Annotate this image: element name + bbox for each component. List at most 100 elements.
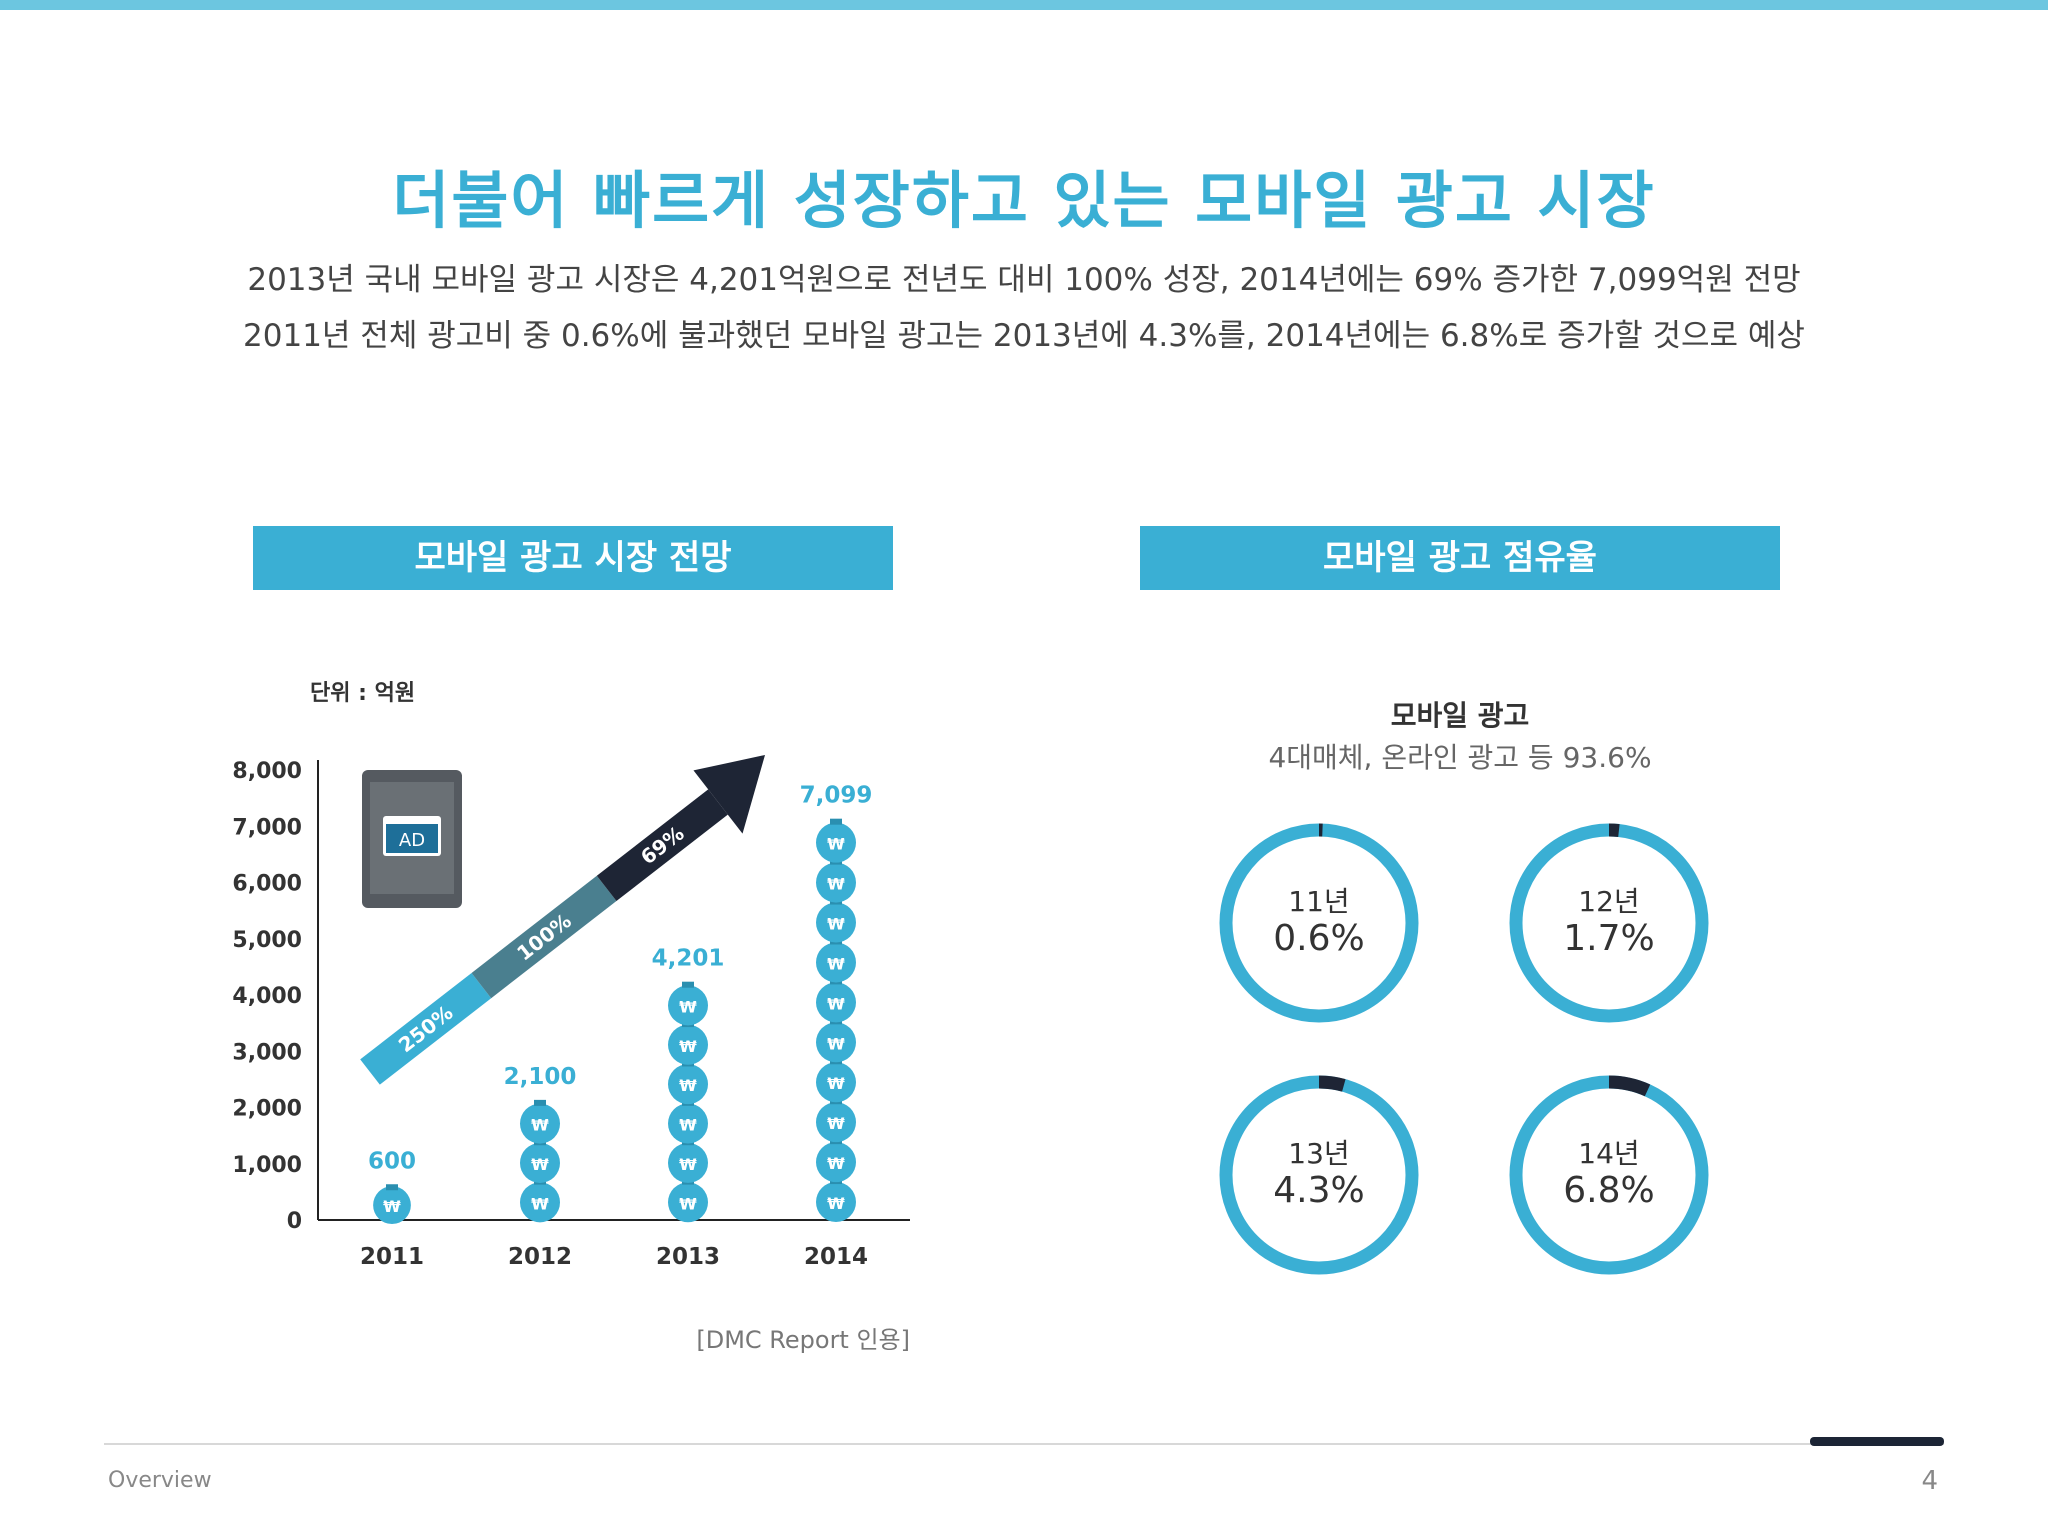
page-number: 4 (1921, 1466, 1938, 1496)
bar-2011: ₩ (373, 1184, 411, 1224)
donut-ring-svg (1219, 823, 1419, 1023)
money-bag (668, 985, 708, 1026)
currency-symbol: ₩ (679, 1037, 697, 1056)
donut-percent-label: 6.8% (1563, 1170, 1655, 1211)
money-bag (668, 1182, 708, 1223)
ad-box (386, 824, 438, 853)
currency-symbol: ₩ (679, 1194, 697, 1213)
growth-arrow-segment (360, 972, 492, 1085)
money-bag-neck (830, 818, 842, 825)
money-bag-neck (682, 981, 694, 988)
value-label-2011: 600 (368, 1148, 416, 1174)
money-bag (816, 942, 856, 983)
ad-label: AD (399, 830, 425, 851)
currency-symbol: ₩ (827, 1114, 845, 1133)
money-bag-neck (386, 1184, 398, 1191)
y-tick-label: 2,000 (232, 1097, 302, 1122)
unit-label: 단위 : 억원 (310, 681, 415, 706)
donut-ring-svg (1509, 823, 1709, 1023)
money-bag (520, 1182, 560, 1223)
money-bag (668, 1024, 708, 1065)
currency-symbol: ₩ (679, 1076, 697, 1095)
x-tick-label: 2013 (656, 1244, 720, 1270)
source-note: [DMC Report 인용] (696, 1326, 910, 1354)
share-donut-3: 13년 4.3% (1214, 1070, 1424, 1280)
currency-symbol: ₩ (679, 997, 697, 1016)
y-tick-label: 7,000 (232, 815, 302, 840)
currency-symbol: ₩ (827, 915, 845, 934)
donut-share-arc (1219, 1075, 1419, 1275)
money-bag (668, 1142, 708, 1183)
currency-symbol: ₩ (679, 1155, 697, 1174)
share-donut-2: 12년 1.7% (1504, 818, 1714, 1028)
share-chart-subtitle: 4대매체, 온라인 광고 등 93.6% (1268, 741, 1652, 774)
money-bag (668, 1064, 708, 1105)
y-tick-label: 0 (287, 1209, 302, 1234)
value-label-2012: 2,100 (504, 1064, 577, 1090)
growth-arrow-segment (596, 789, 728, 902)
y-tick-label: 5,000 (232, 928, 302, 953)
money-bag (520, 1142, 560, 1183)
share-donut-4: 14년 6.8% (1504, 1070, 1714, 1280)
money-bag (816, 1062, 856, 1103)
value-label-2013: 4,201 (652, 946, 725, 972)
tablet-ad-icon: AD (362, 770, 462, 908)
donut-ring-svg (1509, 1075, 1709, 1275)
donut-share-arc (1509, 823, 1709, 1023)
x-tick-label: 2012 (508, 1244, 572, 1270)
currency-symbol: ₩ (827, 835, 845, 854)
y-tick-label: 4,000 (232, 984, 302, 1009)
money-bag (816, 1142, 856, 1183)
donut-share-arc (1509, 1075, 1709, 1275)
money-bag (816, 822, 856, 863)
footer-section-label: Overview (108, 1468, 212, 1493)
section-title-market-forecast: 모바일 광고 시장 전망 (253, 526, 893, 590)
donut-percent-label: 0.6% (1273, 918, 1365, 959)
y-tick-label: 1,000 (232, 1153, 302, 1178)
donut-ring-svg (1219, 1075, 1419, 1275)
currency-symbol: ₩ (531, 1155, 549, 1174)
bar-2013: ₩ ₩ ₩ ₩ ₩ ₩ (668, 981, 708, 1223)
y-tick-label: 6,000 (232, 872, 302, 897)
growth-arrow-head (693, 755, 765, 834)
donut-year-label: 13년 (1288, 1137, 1350, 1170)
share-chart-title: 모바일 광고 (1390, 699, 1530, 732)
donut-year-label: 11년 (1288, 885, 1350, 918)
money-bag (373, 1186, 411, 1224)
value-label-2014: 7,099 (800, 783, 873, 809)
currency-symbol: ₩ (827, 994, 845, 1013)
bar-2012: ₩ ₩ ₩ (520, 1099, 560, 1223)
currency-symbol: ₩ (531, 1194, 549, 1213)
currency-symbol: ₩ (679, 1116, 697, 1135)
page-subtitle-1: 2013년 국내 모바일 광고 시장은 4,201억원으로 전년도 대비 100… (247, 262, 1801, 298)
currency-symbol: ₩ (827, 1154, 845, 1173)
donut-percent-label: 4.3% (1273, 1170, 1365, 1211)
market-forecast-chart: 단위 : 억원 0 1,000 2,000 3,000 4,000 5,000 6,000 7,… (232, 681, 910, 1270)
section-title-market-share: 모바일 광고 점유율 (1140, 526, 1780, 590)
growth-arrow-segment (471, 875, 617, 999)
money-bag (816, 1102, 856, 1143)
currency-symbol: ₩ (827, 1074, 845, 1093)
money-bag (816, 1182, 856, 1223)
x-tick-label: 2011 (360, 1244, 424, 1270)
page-subtitle-2: 2011년 전체 광고비 중 0.6%에 불과했던 모바일 광고는 2013년에… (243, 318, 1805, 354)
money-bag (816, 1022, 856, 1063)
donut-year-label: 12년 (1578, 885, 1640, 918)
money-bag (816, 862, 856, 903)
money-bag (816, 982, 856, 1023)
page-title: 더불어 빠르게 성장하고 있는 모바일 광고 시장 (392, 164, 1656, 237)
y-tick-label: 8,000 (232, 759, 302, 784)
currency-symbol: ₩ (827, 1194, 845, 1213)
y-tick-label: 3,000 (232, 1040, 302, 1065)
currency-symbol: ₩ (531, 1116, 549, 1135)
currency-symbol: ₩ (827, 1034, 845, 1053)
currency-symbol: ₩ (827, 875, 845, 894)
footer-accent (1810, 1437, 1944, 1446)
top-accent-bar (0, 0, 2048, 10)
share-donut-1: 11년 0.6% (1214, 818, 1424, 1028)
bar-2014: ₩ ₩ ₩ ₩ ₩ ₩ ₩ ₩ ₩ ₩ (816, 818, 856, 1223)
donut-percent-label: 1.7% (1563, 918, 1655, 959)
money-bag-neck (534, 1099, 546, 1106)
money-bag (668, 1103, 708, 1144)
x-tick-label: 2014 (804, 1244, 868, 1270)
